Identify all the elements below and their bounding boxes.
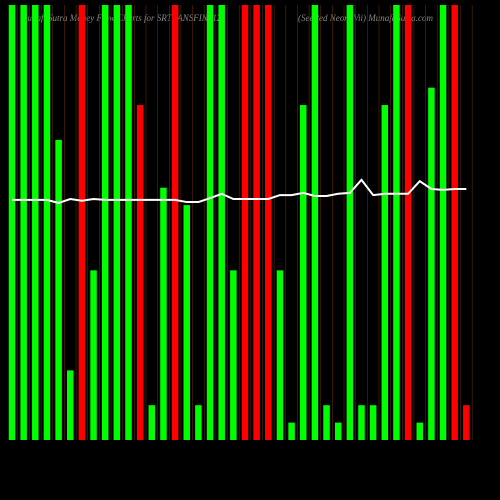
chart-subtitle: (SeeRed Neon, Vii) MunafaSutra.com [298,13,434,23]
bar [67,370,74,440]
bar [439,5,447,440]
bar [55,139,62,440]
bar [218,5,225,440]
bar [90,270,97,440]
bar [78,5,86,440]
bar [404,5,412,440]
bar [300,105,307,441]
bar [183,205,190,440]
chart-title: MunafaSutra Money Flow Charts for SRTRAN… [19,13,222,23]
bar [32,5,39,440]
bar [265,5,272,440]
flow-line [12,178,467,204]
bar [101,5,109,440]
bar [334,422,342,440]
bar [230,270,237,440]
bar [311,5,319,440]
bar [8,5,16,440]
bar [206,5,214,440]
bar [20,5,27,440]
bar [171,5,179,440]
bar [346,5,354,440]
bar [288,422,295,440]
bar [113,5,121,440]
bar [136,105,144,441]
bar [393,5,400,440]
bar [428,87,435,441]
bar [416,422,423,440]
bar [43,5,51,440]
bar [253,5,260,440]
bar [160,187,167,440]
bar [148,405,156,440]
bar [276,270,284,440]
bar [369,405,377,440]
bar [381,105,389,441]
bar [451,5,458,440]
bar [463,405,470,440]
bar [241,5,249,440]
bar [358,405,365,440]
bar [195,405,202,440]
bar [323,405,330,440]
bar [125,5,132,440]
